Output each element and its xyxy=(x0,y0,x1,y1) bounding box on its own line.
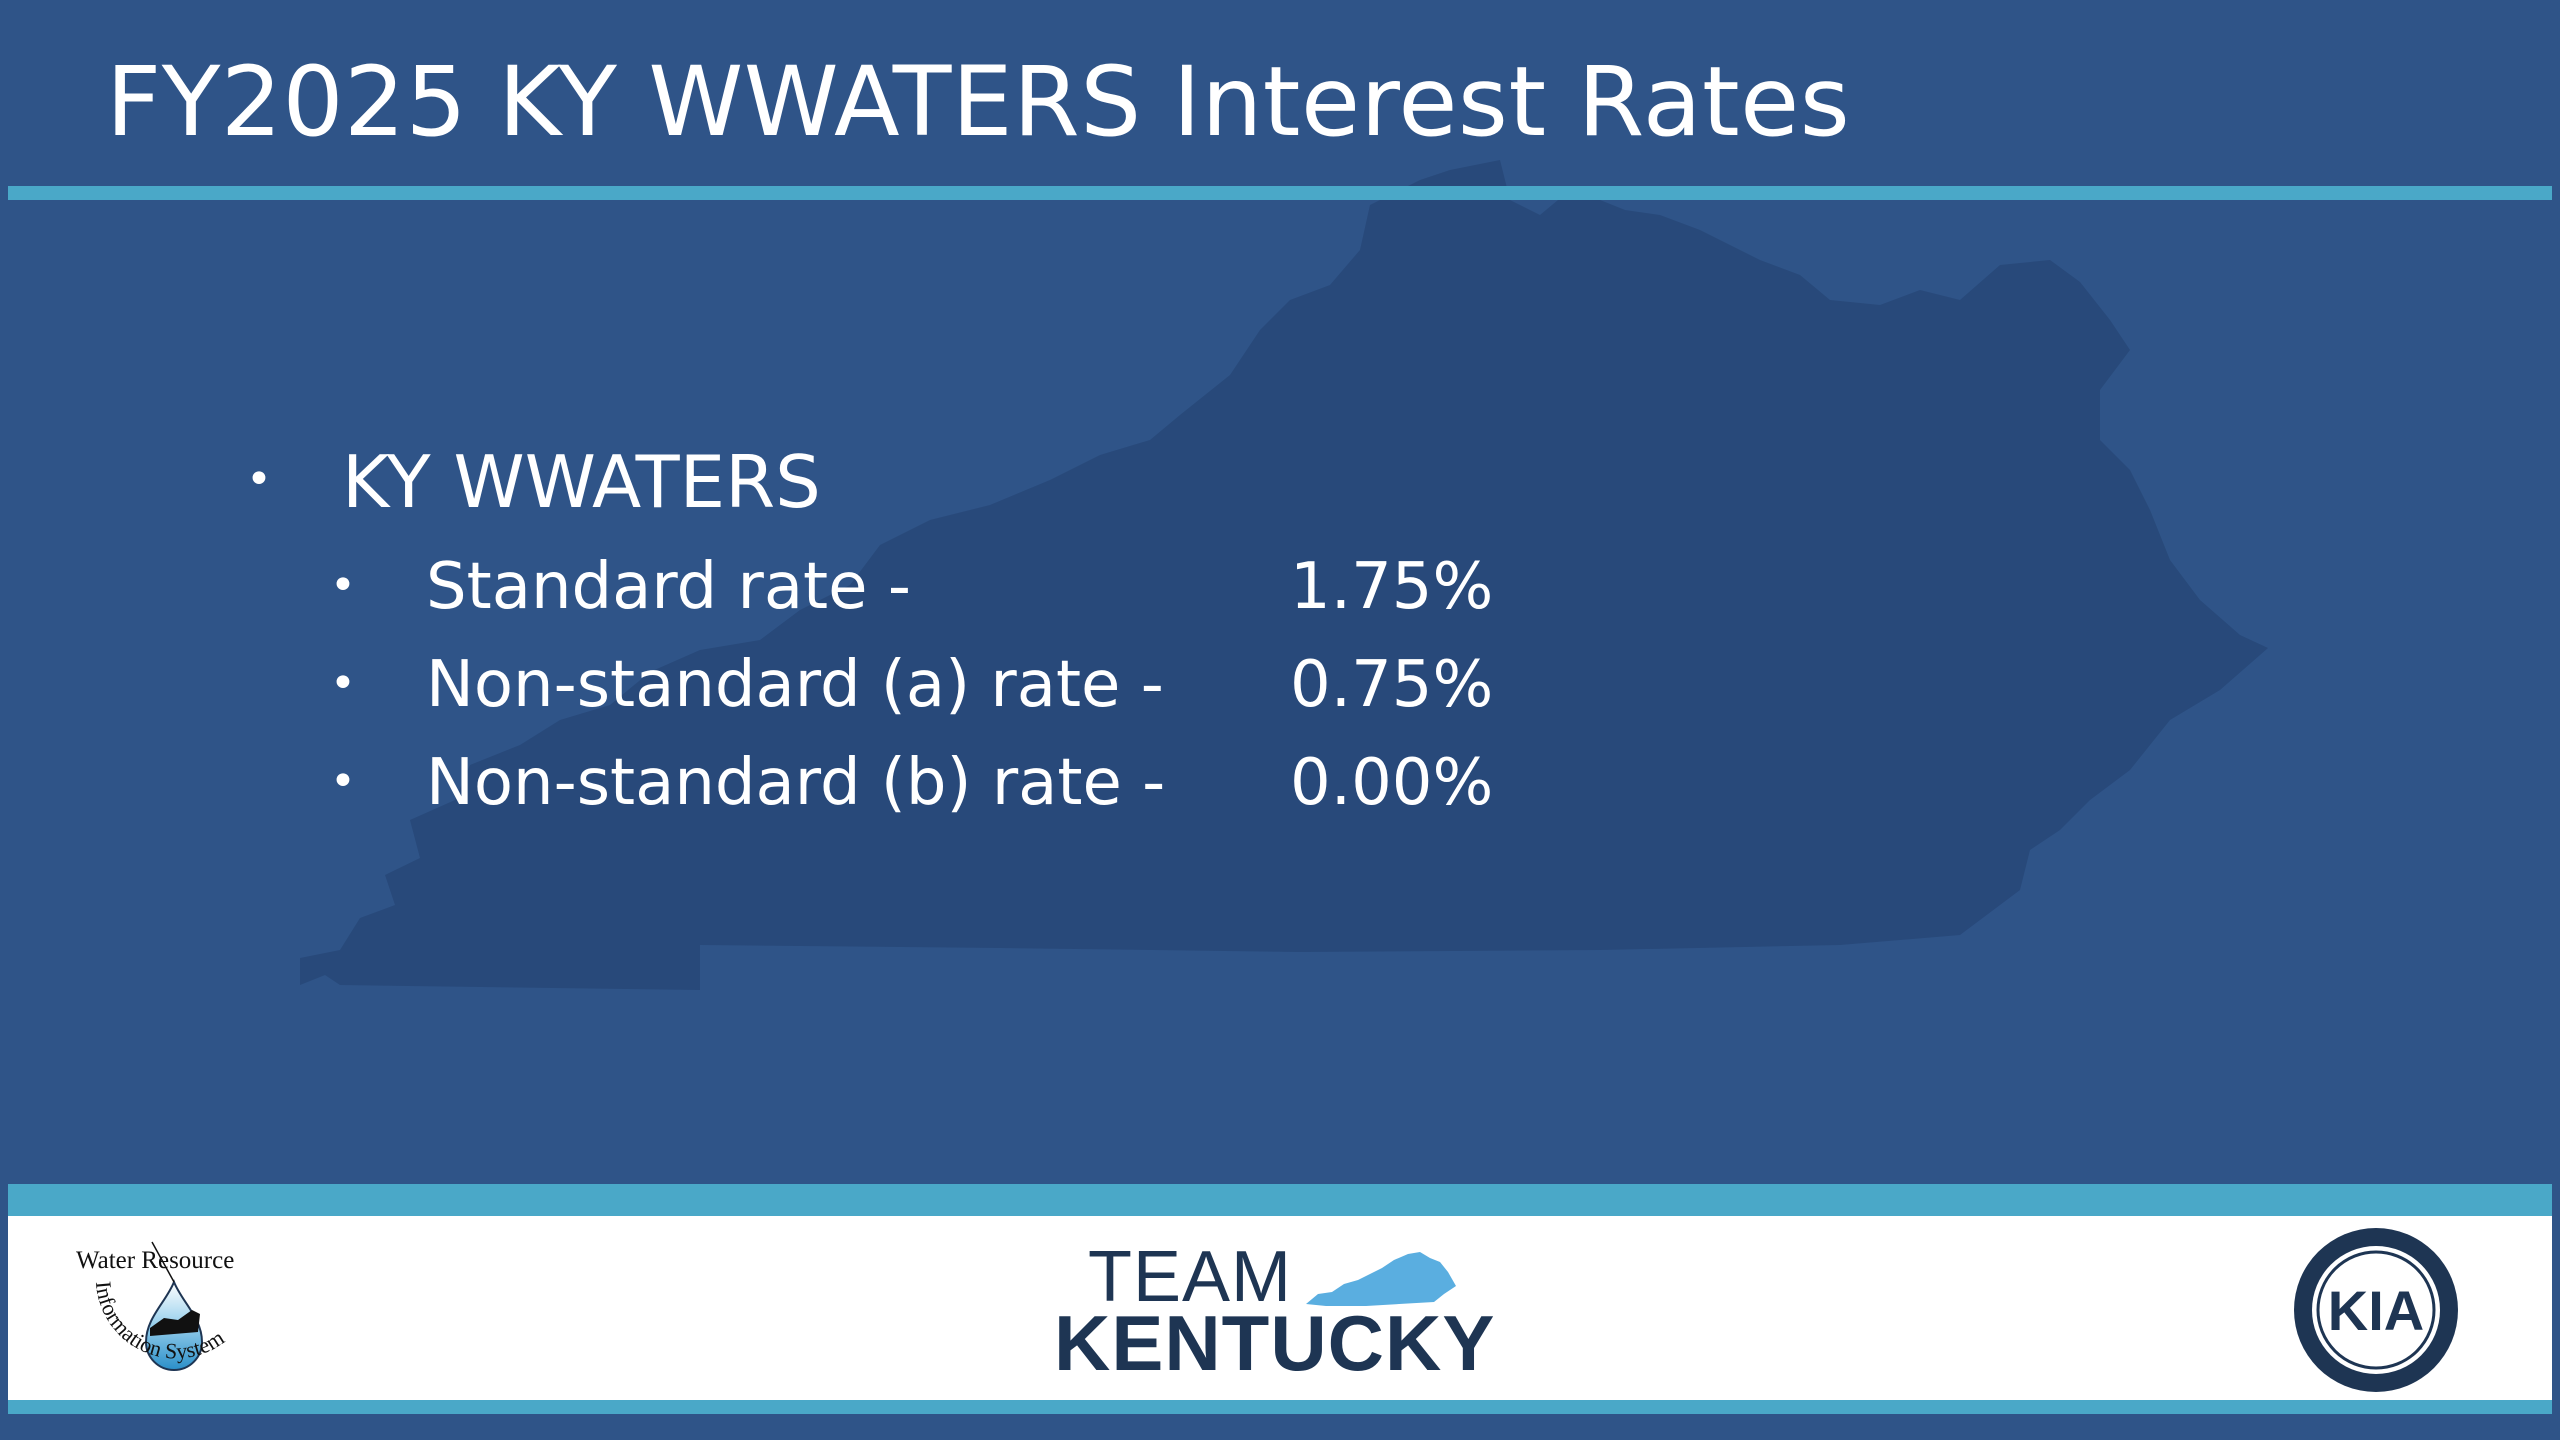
team-kentucky-line1: TEAM xyxy=(1088,1237,1293,1317)
footer-accent-band xyxy=(8,1184,2552,1216)
wris-top-text: Water Resource xyxy=(76,1247,234,1274)
team-kentucky-line2: KENTUCKY xyxy=(1054,1299,1496,1387)
title-divider xyxy=(8,186,2552,200)
team-kentucky-logo: TEAM KENTUCKY xyxy=(1040,1236,1494,1387)
footer-bar xyxy=(8,1216,2552,1400)
footer-bottom-rule xyxy=(8,1400,2552,1414)
water-resource-information-system-logo: Water Resource Information System xyxy=(76,1241,234,1371)
kia-initials: KIA xyxy=(2328,1279,2424,1342)
kia-seal-logo: KIA xyxy=(2294,1228,2458,1392)
slide-title: FY2025 KY WWATERS Interest Rates xyxy=(106,46,1851,158)
kentucky-state-icon xyxy=(1306,1252,1456,1306)
